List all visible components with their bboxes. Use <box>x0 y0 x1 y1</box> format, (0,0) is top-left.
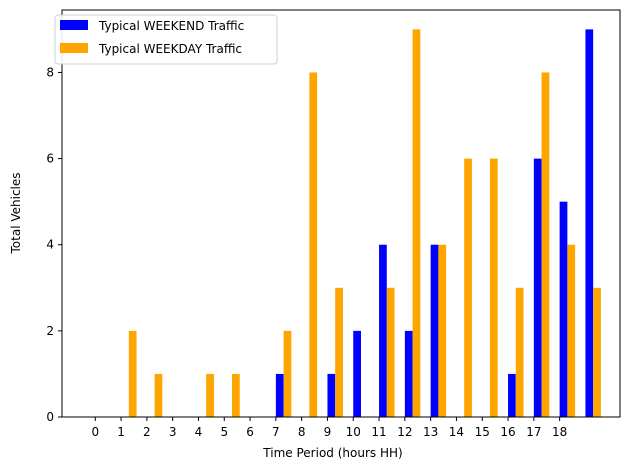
legend-swatch-weekday <box>60 43 88 53</box>
bar-typical-weekday-traffic-14 <box>464 158 472 417</box>
legend: Typical WEEKEND Traffic Typical WEEKDAY … <box>54 14 278 65</box>
bar-typical-weekend-traffic-12 <box>404 330 413 417</box>
bar-typical-weekday-traffic-5 <box>232 373 240 417</box>
bar-typical-weekend-traffic-11 <box>379 244 387 417</box>
bar-typical-weekend-traffic-13 <box>430 244 439 417</box>
bar-typical-weekend-traffic-18 <box>559 201 568 417</box>
x-tick-label: 12 <box>397 425 412 439</box>
x-tick-label: 10 <box>346 425 361 439</box>
bar-typical-weekend-traffic-17 <box>533 158 542 417</box>
bar-typical-weekday-traffic-13 <box>438 244 447 417</box>
y-tick-label: 6 <box>46 152 54 166</box>
y-tick-label: 0 <box>46 410 54 424</box>
x-axis-ticks: 0 1 2 3 4 5 6 7 8 9 10 11 12 13 14 15 16 17 18 <box>91 417 567 439</box>
x-tick-label: 5 <box>220 425 228 439</box>
bar-typical-weekday-traffic-17 <box>541 72 550 417</box>
x-tick-label: 9 <box>324 425 332 439</box>
x-tick-label: 15 <box>475 425 490 439</box>
y-axis-label: Total Vehicles <box>9 172 23 254</box>
bar-typical-weekday-traffic-1 <box>128 330 137 417</box>
bar-typical-weekday-traffic-15 <box>489 158 498 417</box>
legend-label-weekend: Typical WEEKEND Traffic <box>98 19 244 33</box>
bar-typical-weekday-traffic-11 <box>386 287 395 417</box>
bar-typical-weekend-traffic-19 <box>585 29 594 417</box>
legend-label-weekday: Typical WEEKDAY Traffic <box>98 42 242 56</box>
bar-typical-weekday-traffic-4 <box>206 373 214 417</box>
x-tick-label: 4 <box>195 425 203 439</box>
x-tick-label: 1 <box>117 425 125 439</box>
bar-typical-weekend-traffic-7 <box>275 373 284 417</box>
bars-group <box>128 29 601 417</box>
x-tick-label: 13 <box>423 425 438 439</box>
bar-typical-weekday-traffic-9 <box>335 287 343 417</box>
x-tick-label: 16 <box>500 425 515 439</box>
y-tick-label: 2 <box>46 324 54 338</box>
plot-frame <box>61 9 621 418</box>
bar-typical-weekday-traffic-12 <box>412 29 421 417</box>
bar-typical-weekday-traffic-7 <box>283 330 292 417</box>
x-tick-label: 14 <box>449 425 464 439</box>
x-tick-label: 17 <box>526 425 541 439</box>
x-tick-label: 8 <box>298 425 306 439</box>
x-tick-label: 18 <box>552 425 567 439</box>
bar-typical-weekday-traffic-2 <box>154 373 163 417</box>
x-tick-label: 2 <box>143 425 151 439</box>
x-tick-label: 3 <box>169 425 177 439</box>
x-tick-label: 6 <box>246 425 254 439</box>
bar-typical-weekday-traffic-16 <box>515 287 524 417</box>
y-axis-ticks: 0 2 4 6 8 <box>46 65 62 424</box>
bar-typical-weekend-traffic-9 <box>327 373 336 417</box>
legend-swatch-weekend <box>60 20 88 30</box>
bar-typical-weekday-traffic-18 <box>567 244 576 417</box>
y-tick-label: 4 <box>46 238 54 252</box>
bar-typical-weekday-traffic-8 <box>309 72 318 417</box>
bar-typical-weekday-traffic-19 <box>593 287 601 417</box>
bar-typical-weekend-traffic-16 <box>508 373 516 417</box>
x-tick-label: 11 <box>371 425 386 439</box>
y-tick-label: 8 <box>46 65 54 79</box>
x-tick-label: 0 <box>91 425 99 439</box>
x-axis-label: Time Period (hours HH) <box>262 446 402 460</box>
bar-typical-weekend-traffic-10 <box>353 330 361 417</box>
legend-box <box>54 14 278 65</box>
x-tick-label: 7 <box>272 425 280 439</box>
